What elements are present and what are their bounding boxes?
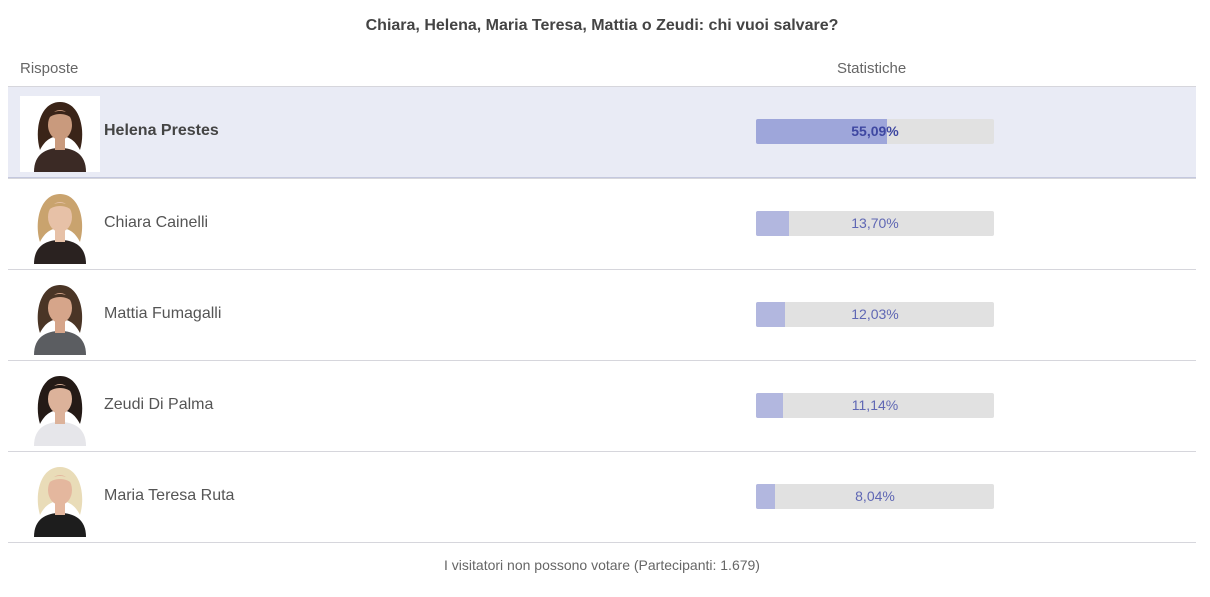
- poll-option-row[interactable]: Mattia Fumagalli 12,03%: [8, 269, 1196, 360]
- participants-footer: I visitatori non possono votare (Parteci…: [444, 557, 760, 573]
- result-percentage: 11,14%: [851, 397, 899, 413]
- maria-teresa-ruta-photo: [20, 461, 100, 537]
- contestant-name: Chiara Cainelli: [104, 214, 209, 231]
- poll-results-list: Helena Prestes 55,09% Chiara Cainelli 13…: [8, 86, 1196, 543]
- poll-option-row[interactable]: Helena Prestes 55,09%: [8, 86, 1196, 178]
- zeudi-di-palma-photo: [20, 370, 100, 446]
- contestant-name: Helena Prestes: [104, 122, 219, 139]
- contestant-name: Zeudi Di Palma: [104, 396, 214, 413]
- result-percentage: 12,03%: [851, 306, 899, 322]
- result-bar: 12,03%: [756, 302, 994, 327]
- mattia-fumagalli-photo: [20, 279, 100, 355]
- poll-option-row[interactable]: Zeudi Di Palma 11,14%: [8, 360, 1196, 451]
- result-bar: 13,70%: [756, 211, 994, 236]
- result-bar-fill: [756, 302, 785, 327]
- poll-option-row[interactable]: Maria Teresa Ruta 8,04%: [8, 451, 1196, 543]
- answers-column-header: Risposte: [20, 60, 79, 77]
- contestant-name: Maria Teresa Ruta: [104, 487, 235, 504]
- statistics-column-header: Statistiche: [837, 60, 907, 77]
- result-percentage: 8,04%: [855, 488, 895, 504]
- result-bar-fill: [756, 211, 789, 236]
- poll-option-row[interactable]: Chiara Cainelli 13,70%: [8, 178, 1196, 269]
- helena-prestes-photo: [20, 96, 100, 172]
- result-bar: 11,14%: [756, 393, 994, 418]
- result-bar: 8,04%: [756, 484, 994, 509]
- result-bar: 55,09%: [756, 119, 994, 144]
- chiara-cainelli-photo: [20, 188, 100, 264]
- result-bar-fill: [756, 393, 783, 418]
- result-bar-fill: [756, 119, 888, 144]
- contestant-name: Mattia Fumagalli: [104, 305, 222, 322]
- result-percentage: 55,09%: [851, 123, 899, 139]
- result-bar-fill: [756, 484, 776, 509]
- poll-title: Chiara, Helena, Maria Teresa, Mattia o Z…: [365, 17, 839, 34]
- result-percentage: 13,70%: [851, 215, 899, 231]
